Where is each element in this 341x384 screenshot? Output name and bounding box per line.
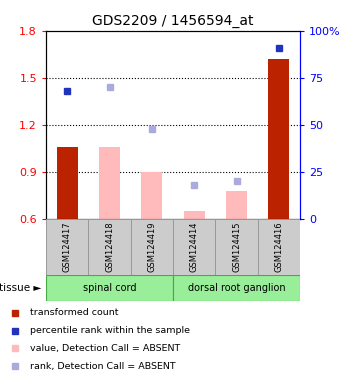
Text: tissue ►: tissue ► xyxy=(0,283,42,293)
Text: GSM124414: GSM124414 xyxy=(190,222,199,272)
Bar xyxy=(173,275,300,301)
Bar xyxy=(216,219,258,275)
Text: spinal cord: spinal cord xyxy=(83,283,136,293)
Bar xyxy=(131,219,173,275)
Text: dorsal root ganglion: dorsal root ganglion xyxy=(188,283,285,293)
Bar xyxy=(173,219,216,275)
Bar xyxy=(184,211,205,219)
Text: GSM124416: GSM124416 xyxy=(275,222,283,272)
Text: GSM124415: GSM124415 xyxy=(232,222,241,272)
Text: transformed count: transformed count xyxy=(30,308,118,317)
Bar xyxy=(57,147,78,219)
Bar xyxy=(46,275,173,301)
Text: value, Detection Call = ABSENT: value, Detection Call = ABSENT xyxy=(30,344,180,353)
Bar xyxy=(226,190,247,219)
Text: GSM124418: GSM124418 xyxy=(105,222,114,272)
Text: GSM124419: GSM124419 xyxy=(147,222,157,272)
Bar xyxy=(258,219,300,275)
Bar xyxy=(99,147,120,219)
Bar xyxy=(46,219,88,275)
Text: rank, Detection Call = ABSENT: rank, Detection Call = ABSENT xyxy=(30,362,175,371)
Text: GSM124417: GSM124417 xyxy=(63,222,72,272)
Bar xyxy=(141,172,162,219)
Bar xyxy=(88,219,131,275)
Text: percentile rank within the sample: percentile rank within the sample xyxy=(30,326,190,335)
Bar xyxy=(268,59,290,219)
Title: GDS2209 / 1456594_at: GDS2209 / 1456594_at xyxy=(92,14,254,28)
